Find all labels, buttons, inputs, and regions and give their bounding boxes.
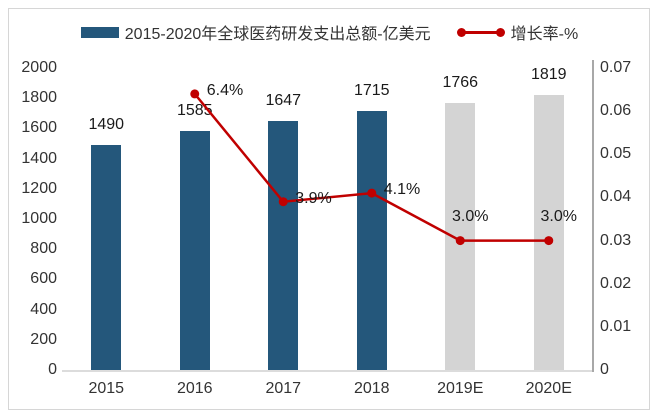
y-axis-left-tick: 400 (30, 300, 57, 318)
x-axis-label-2016: 2016 (176, 380, 213, 397)
y-axis-right-tick: 0.04 (600, 188, 632, 206)
growth-value-label-2020E: 3.0% (540, 207, 577, 225)
bar-series-swatch-icon (80, 26, 119, 38)
bar-2017 (268, 121, 299, 370)
bar-2019E (445, 103, 476, 370)
bar-value-label-2018: 1715 (353, 82, 390, 100)
line-series-marker-icon (456, 26, 505, 38)
y-axis-right-tick: 0.03 (600, 231, 632, 249)
growth-point (190, 89, 200, 99)
bar-value-label-2016: 1585 (176, 101, 213, 119)
y-axis-left-tick: 1400 (21, 149, 57, 167)
bar-value-label-2019E: 1766 (442, 74, 479, 92)
x-axis-label-2018: 2018 (353, 380, 390, 397)
y-axis-left-tick: 0 (48, 361, 57, 378)
chart-legend: 2015-2020年全球医药研发支出总额-亿美元 增长率-% (0, 20, 659, 44)
y-axis-right-tick: 0.01 (600, 317, 632, 335)
bar-series-label: 2015-2020年全球医药研发支出总额-亿美元 (124, 26, 431, 43)
growth-value-label-2016: 6.4% (206, 81, 244, 99)
bar-2015 (91, 145, 122, 370)
y-axis-left-tick: 600 (30, 270, 57, 288)
growth-value-label-2019E: 3.0% (452, 207, 489, 225)
y-axis-right-tick: 0.05 (600, 145, 632, 163)
bar-2016 (179, 130, 210, 370)
line-series-label: 增长率-% (510, 26, 579, 43)
y-axis-left-tick: 1000 (21, 210, 57, 227)
y-axis-left-tick: 200 (30, 330, 57, 348)
y-axis-right-tick: 0.02 (600, 274, 632, 292)
y-axis-left-tick: 1600 (21, 119, 57, 137)
y-axis-left-tick: 800 (30, 240, 57, 258)
legend-item-line: 增长率-% (456, 20, 579, 44)
x-axis-label-2015: 2015 (88, 380, 125, 397)
y-axis-right-tick: 0.06 (600, 102, 632, 120)
legend-item-bars: 2015-2020年全球医药研发支出总额-亿美元 (80, 20, 431, 44)
y-axis-left-tick: 1200 (21, 179, 57, 197)
x-axis-label-2017: 2017 (265, 380, 302, 397)
growth-value-label-2017: 3.9% (295, 189, 332, 207)
x-axis-line (62, 370, 593, 372)
y-axis-right-tick: 0 (600, 361, 609, 378)
y-axis-right-tick: 0.07 (600, 59, 632, 76)
right-axis-line (592, 60, 594, 372)
bar-value-label-2020E: 1819 (530, 66, 567, 84)
x-axis-label-2020E: 2020E (525, 380, 572, 397)
bar-value-label-2015: 1490 (88, 116, 125, 133)
y-axis-left-tick: 2000 (21, 59, 57, 76)
bar-2018 (356, 111, 387, 370)
y-axis-left-tick: 1800 (21, 89, 57, 107)
x-axis-label-2019E: 2019E (437, 380, 484, 397)
growth-value-label-2018: 4.1% (383, 181, 421, 199)
bar-2020E (533, 95, 564, 370)
bar-value-label-2017: 1647 (265, 92, 302, 110)
